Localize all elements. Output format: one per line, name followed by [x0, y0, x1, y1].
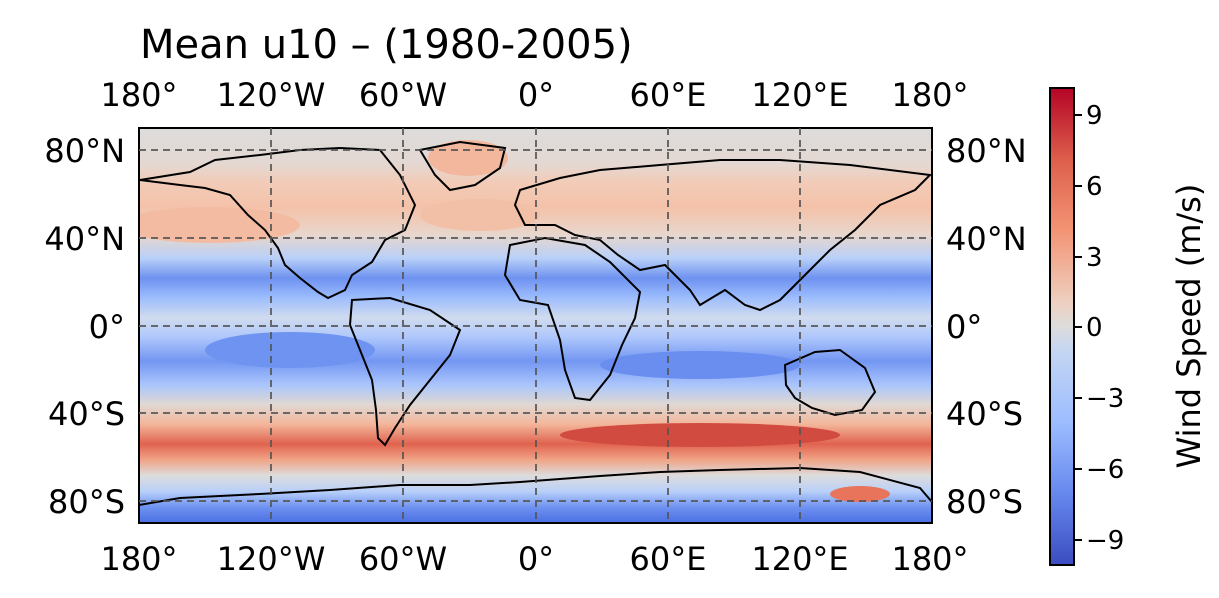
- map-title: Mean u10 – (1980-2005): [140, 22, 633, 68]
- indian-ocean-easterly: [600, 351, 800, 379]
- lon-label: 120°W: [217, 540, 326, 578]
- lat-label: 80°N: [44, 132, 125, 170]
- colorbar-tick-label: −6: [1086, 455, 1124, 485]
- lat-label: 80°S: [946, 483, 1023, 521]
- lon-label: 180°: [100, 76, 177, 114]
- colorbar-tick-label: 6: [1086, 172, 1103, 202]
- lon-label: 0°: [518, 76, 554, 114]
- colorbar: 9 6 3 0 −3 −6 −9 Wind Speed (m/s): [1049, 87, 1208, 566]
- lat-label: 40°N: [44, 220, 125, 258]
- lon-label: 60°E: [630, 76, 707, 114]
- africa-coast: [503, 236, 642, 402]
- colorbar-ticks: [1074, 114, 1082, 541]
- lon-labels-bottom: 180° 120°W 60°W 0° 60°E 120°E 180°: [100, 540, 968, 578]
- colorbar-tick-label: −9: [1086, 526, 1124, 556]
- lon-label: 0°: [518, 540, 554, 578]
- lat-label: 0°: [946, 308, 982, 346]
- colorbar-tick-label: 0: [1086, 313, 1103, 343]
- lon-label: 180°: [891, 76, 968, 114]
- n-atlantic-westerlies: [420, 199, 540, 231]
- lat-label: 40°S: [48, 395, 125, 433]
- colorbar-tick-label: 3: [1086, 243, 1103, 273]
- lat-labels-left: 80°N 40°N 0° 40°S 80°S: [44, 132, 125, 521]
- lat-labels-right: 80°N 40°N 0° 40°S 80°S: [946, 132, 1027, 521]
- lon-label: 120°W: [217, 76, 326, 114]
- lat-label: 40°S: [946, 395, 1023, 433]
- colorbar-tick-label: −3: [1086, 384, 1124, 414]
- lon-label: 180°: [891, 540, 968, 578]
- southern-ocean-jet: [560, 423, 840, 447]
- lat-label: 80°N: [946, 132, 1027, 170]
- lon-label: 120°E: [751, 540, 848, 578]
- lon-label: 60°W: [359, 540, 447, 578]
- lon-label: 60°W: [359, 76, 447, 114]
- lat-label: 40°N: [946, 220, 1027, 258]
- greenland-coast: [418, 140, 507, 192]
- colorbar-tick-labels: 9 6 3 0 −3 −6 −9: [1086, 101, 1124, 556]
- antarctic-patch: [830, 486, 890, 502]
- lon-label: 60°E: [630, 540, 707, 578]
- south-america-coast: [348, 296, 462, 447]
- lat-label: 80°S: [48, 483, 125, 521]
- colorbar-gradient: [1049, 87, 1075, 566]
- lon-label: 120°E: [751, 76, 848, 114]
- n-pacific-westerlies: [139, 207, 300, 243]
- gridlines: [139, 128, 932, 523]
- lon-label: 180°: [100, 540, 177, 578]
- colorbar-label: Wind Speed (m/s): [1170, 184, 1208, 469]
- lon-labels-top: 180° 120°W 60°W 0° 60°E 120°E 180°: [100, 76, 968, 114]
- colorbar-tick-label: 9: [1086, 101, 1103, 131]
- tropical-pacific-easterly: [205, 332, 375, 368]
- lat-label: 0°: [89, 308, 125, 346]
- australia-coast: [783, 348, 877, 417]
